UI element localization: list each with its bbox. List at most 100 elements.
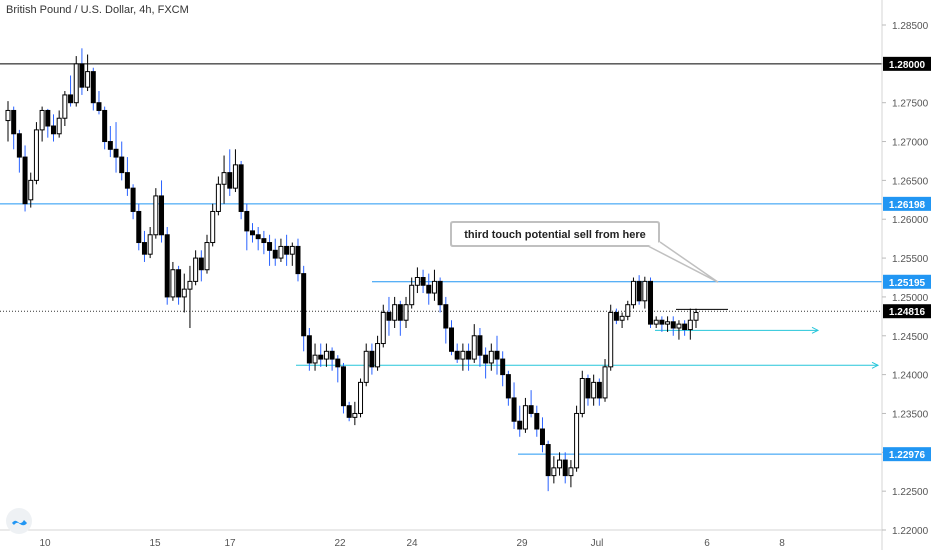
time-tick-label: 6 [704,538,710,549]
candle-body [392,304,398,321]
candle-body [522,405,528,430]
candle-body [39,109,45,131]
candle-body [375,343,381,368]
price-tick-label: 1.27500 [892,99,929,110]
candle-body [249,230,255,236]
candle-body [449,327,455,352]
candle-body [431,280,437,294]
price-tick-label: 1.23500 [892,409,929,420]
candle-body [340,366,346,407]
price-tick-label: 1.25000 [892,293,929,304]
candle-body [511,397,517,422]
candle-body [16,133,22,158]
candle-body [215,183,221,212]
candle-body [539,428,545,446]
candle-body [608,311,614,368]
candle-body [187,280,193,290]
candle-body [386,311,392,321]
time-tick-label: 10 [39,538,51,549]
candle-body [517,420,523,430]
time-tick-label: 29 [516,538,528,549]
price-tick-label: 1.24000 [892,371,929,382]
candle-body [409,284,415,306]
price-tick-label: 1.26000 [892,215,929,226]
price-tick-label: 1.22000 [892,526,929,537]
candle-body [272,249,278,259]
candle-body [557,459,563,469]
candle-body [278,245,284,259]
candle-body [551,467,557,477]
candle-body [107,141,113,150]
time-tick-label: 8 [779,538,785,549]
candle-body [56,117,62,135]
candle-body [90,71,96,104]
candle-body [653,319,659,325]
candle-body [534,412,540,430]
candle-body [238,164,244,212]
candle-body [693,311,699,321]
candle-body [358,381,364,414]
candle-body [471,335,477,360]
candle-body [244,210,250,232]
candle-body [50,125,56,135]
candle-body [659,319,665,325]
price-tag [883,447,931,462]
candle-body [28,179,34,201]
price-tag-label: 1.26198 [889,200,926,211]
candle-body [625,304,631,317]
candle-body [665,321,671,325]
candle-body [68,94,74,104]
candle-body [45,109,51,127]
candle-body [380,311,386,345]
candle-body [335,358,341,368]
time-tick-label: 22 [334,538,346,549]
price-tick-label: 1.28500 [892,21,929,32]
candle-body [483,354,489,364]
candle-body [596,381,602,399]
candle-body [289,245,295,255]
candle-body [141,242,147,255]
candle-body [528,405,534,414]
candle-body [79,63,85,88]
candle-body [420,277,426,286]
candle-body [22,156,28,205]
candle-body [193,257,199,282]
candle-body [232,164,238,189]
candle-body [11,109,17,135]
candle-body [414,277,420,286]
price-tag-label: 1.25195 [889,278,926,289]
candle-body [494,350,500,360]
candle-body [642,280,648,302]
candle-body [73,63,79,104]
annotation-text: third touch potential sell from here [464,229,646,241]
tradingview-logo-icon[interactable] [6,508,32,534]
price-tag-label: 1.22976 [889,450,926,461]
candle-body [210,210,216,244]
candle-body [568,467,574,477]
candle-body [443,304,449,329]
price-tag-label: 1.28000 [889,60,926,71]
candle-body [488,350,494,364]
candle-body [619,315,625,321]
candle-body [306,335,312,364]
candle-body [227,172,233,189]
candle-body [454,350,460,360]
price-tag [883,56,931,71]
candle-body [164,234,170,298]
candle-body [255,234,261,240]
price-tag [883,304,931,319]
candle-body [102,109,108,143]
candle-body [312,354,318,364]
candle-body [602,366,608,399]
candle-body [124,172,130,189]
candle-body [545,444,551,477]
candle-body [159,195,165,236]
candle-body [113,148,119,158]
candle-body [648,280,654,325]
candle-body [136,210,142,244]
candle-body [323,350,329,360]
candle-body [426,284,432,294]
time-tick-label: 24 [406,538,418,549]
